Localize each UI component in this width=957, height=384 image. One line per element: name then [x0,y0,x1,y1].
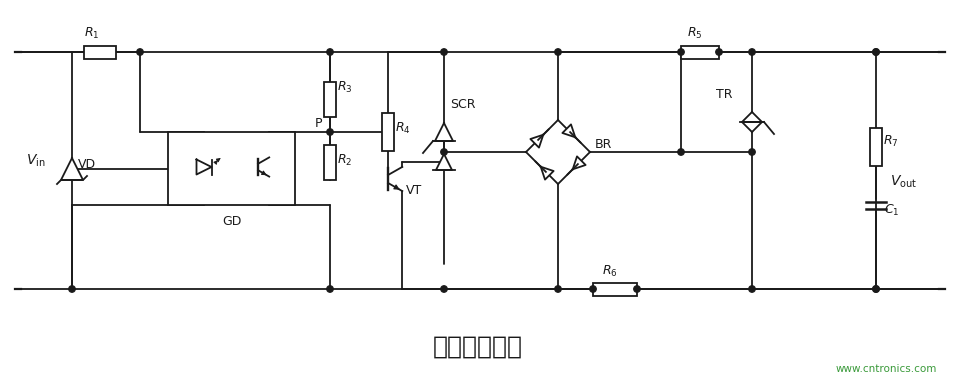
Circle shape [873,49,879,55]
Bar [168,132,295,205]
Circle shape [326,49,333,55]
Text: $R_5$: $R_5$ [687,26,702,41]
Circle shape [441,49,447,55]
Text: 继电器原理图: 继电器原理图 [433,335,523,359]
Polygon shape [563,124,575,137]
Text: VD: VD [78,159,96,172]
Circle shape [590,286,596,292]
Text: $R_4$: $R_4$ [395,121,411,136]
Polygon shape [196,159,211,174]
Circle shape [873,286,879,292]
Circle shape [716,49,723,55]
Text: $R_7$: $R_7$ [883,134,899,149]
Bar [324,144,336,179]
Text: $R_6$: $R_6$ [602,264,618,279]
Polygon shape [572,156,586,169]
Polygon shape [436,154,452,170]
Text: TR: TR [716,88,732,101]
Circle shape [441,286,447,292]
Text: www.cntronics.com: www.cntronics.com [835,364,937,374]
Bar [681,45,719,58]
Polygon shape [435,123,453,141]
Circle shape [873,49,879,55]
Circle shape [137,49,144,55]
Circle shape [873,286,879,292]
Circle shape [69,286,76,292]
Text: $V_{\rm in}$: $V_{\rm in}$ [26,152,46,169]
Bar [870,128,882,166]
Polygon shape [530,135,544,147]
Text: GD: GD [222,215,241,228]
Text: $V_{\rm out}$: $V_{\rm out}$ [890,174,917,190]
Polygon shape [541,167,553,180]
Circle shape [326,129,333,135]
Text: $C_1$: $C_1$ [884,202,900,218]
Polygon shape [742,122,762,132]
Bar [382,113,394,151]
Polygon shape [742,112,762,122]
Circle shape [678,49,684,55]
Circle shape [326,286,333,292]
Text: VT: VT [407,184,423,197]
Text: SCR: SCR [450,98,476,111]
Circle shape [555,49,561,55]
Text: $R_3$: $R_3$ [337,79,352,94]
Text: BR: BR [595,137,612,151]
Circle shape [748,49,755,55]
Bar [324,81,336,116]
Polygon shape [61,158,83,180]
Circle shape [748,286,755,292]
Circle shape [634,286,640,292]
Text: P: P [315,117,322,130]
Text: $R_1$: $R_1$ [84,26,100,41]
Circle shape [748,149,755,155]
Circle shape [678,149,684,155]
Circle shape [555,286,561,292]
Circle shape [441,149,447,155]
Bar [593,283,637,296]
Bar [84,45,116,58]
Text: $R_2$: $R_2$ [337,152,352,167]
